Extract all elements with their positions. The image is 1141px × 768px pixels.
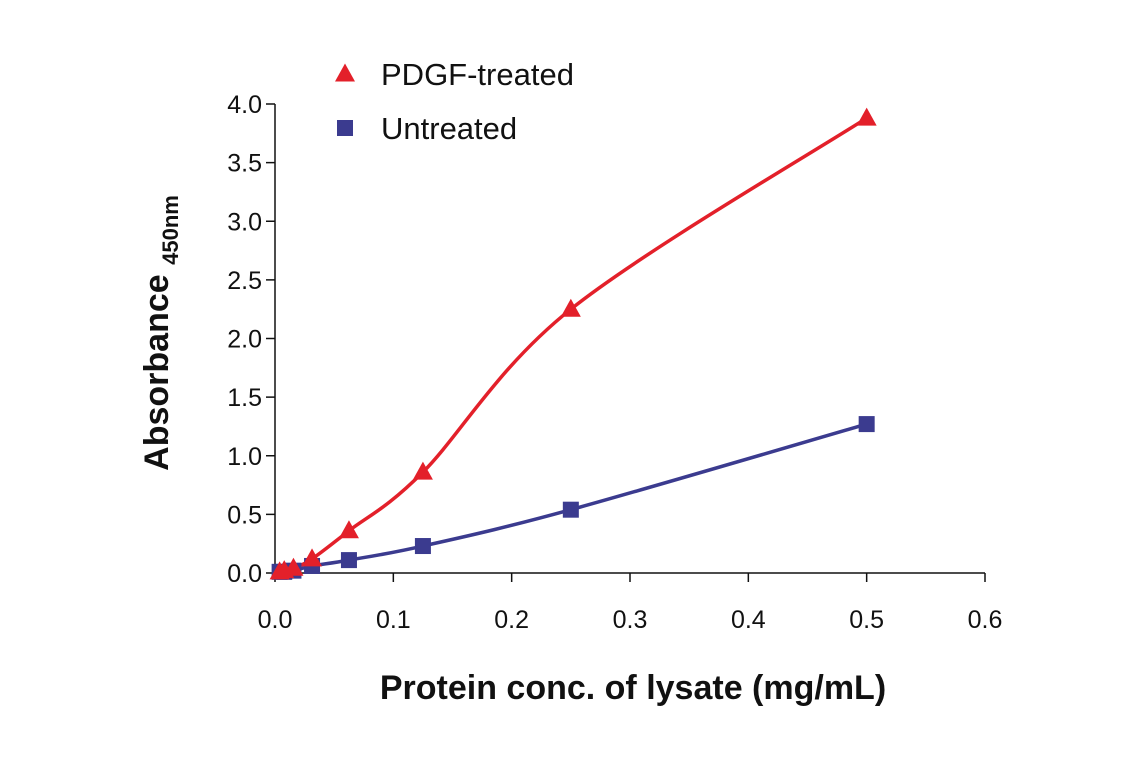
x-ticks: 0.0 0.1 0.2 0.3 0.4 0.5 0.6	[258, 573, 1003, 634]
y-axis-title: Absorbance 450nm	[138, 195, 183, 471]
x-tick-label: 0.6	[968, 606, 1003, 634]
x-axis-title: Protein conc. of lysate (mg/mL)	[380, 669, 886, 707]
axes	[274, 104, 985, 574]
y-axis-title-subscript: 450nm	[158, 195, 183, 265]
data-point-untreated	[858, 416, 875, 433]
data-point-pdgf-treated	[283, 557, 304, 576]
data-point-untreated	[562, 501, 579, 518]
x-tick-label: 0.4	[731, 606, 766, 634]
legend-label-pdgf-treated: PDGF-treated	[381, 57, 574, 92]
data-point-untreated	[340, 552, 357, 569]
y-tick-label: 4.0	[227, 91, 262, 119]
y-tick-label: 2.5	[227, 267, 262, 295]
legend-item-pdgf-treated: PDGF-treated	[335, 57, 574, 92]
x-tick-label: 0.0	[258, 606, 293, 634]
y-axis-title-main: Absorbance	[138, 274, 176, 471]
x-tick-label: 0.2	[494, 606, 529, 634]
y-tick-label: 0.5	[227, 501, 262, 529]
y-tick-label: 0.0	[227, 560, 262, 588]
legend-item-untreated: Untreated	[337, 111, 517, 146]
y-ticks: 0.0 0.5 1.0 1.5 2.0 2.5 3.0 3.5 4.0	[227, 91, 275, 588]
data-point-pdgf-treated	[856, 107, 877, 126]
y-tick-label: 3.0	[227, 208, 262, 236]
data-point-pdgf-treated	[338, 520, 359, 539]
y-tick-label: 1.0	[227, 443, 262, 471]
y-tick-label: 1.5	[227, 384, 262, 412]
series-markers	[269, 107, 877, 580]
data-point-pdgf-treated	[302, 548, 323, 567]
x-tick-label: 0.1	[376, 606, 411, 634]
legend-marker-pdgf-treated	[335, 63, 355, 82]
series-line-untreated	[277, 422, 869, 574]
y-tick-label: 2.0	[227, 326, 262, 354]
data-point-pdgf-treated	[560, 298, 581, 317]
x-tick-label: 0.5	[849, 606, 884, 634]
y-tick-label: 3.5	[227, 150, 262, 178]
x-tick-label: 0.3	[613, 606, 648, 634]
legend-label-untreated: Untreated	[381, 111, 517, 146]
legend: PDGF-treated Untreated	[335, 57, 574, 146]
data-point-untreated	[414, 538, 431, 555]
data-point-pdgf-treated	[412, 461, 433, 480]
legend-marker-untreated	[337, 120, 353, 136]
